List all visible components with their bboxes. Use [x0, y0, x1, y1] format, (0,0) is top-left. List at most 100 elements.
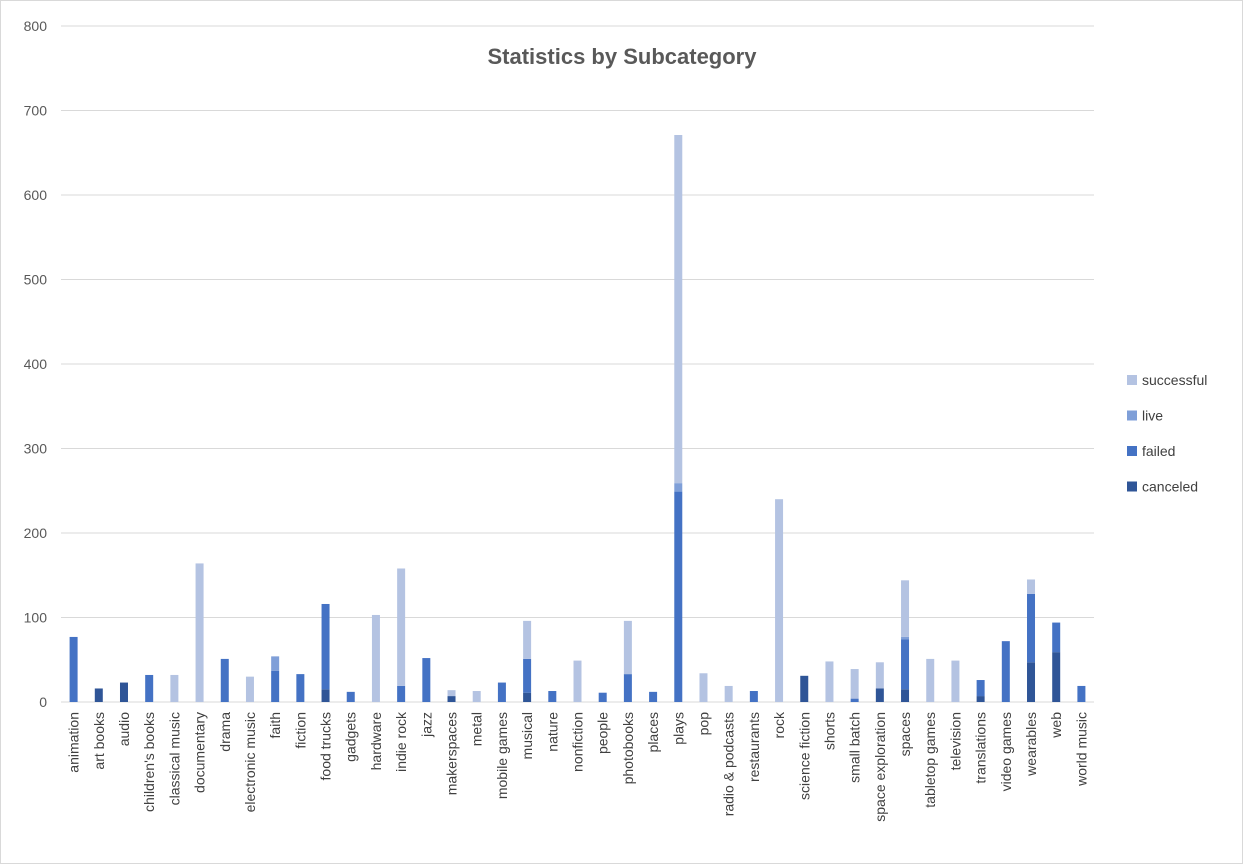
bar-segment — [674, 491, 683, 702]
gridlines: 0 100 200 300 400 500 600 700 800 — [24, 18, 1094, 710]
bar-segment — [598, 692, 607, 702]
x-tick-label: radio & podcasts — [721, 712, 737, 816]
bar-segment — [749, 691, 758, 702]
x-tick-label: faith — [267, 712, 283, 738]
bar-segment — [296, 674, 305, 702]
y-tick-label: 500 — [24, 272, 48, 288]
y-tick-label: 400 — [24, 356, 48, 372]
bar-segment — [321, 603, 330, 690]
x-tick-label: wearables — [1023, 712, 1039, 777]
y-tick-label: 800 — [24, 18, 48, 34]
x-tick-label: electronic music — [242, 712, 258, 812]
x-tick-label: metal — [469, 712, 485, 746]
x-tick-label: hardware — [368, 712, 384, 771]
legend-swatch — [1127, 410, 1137, 421]
x-tick-label: indie rock — [393, 711, 409, 772]
bar-segment — [271, 670, 280, 702]
bar-segment — [850, 669, 859, 699]
y-tick-label: 300 — [24, 441, 48, 457]
x-tick-label: web — [1048, 712, 1064, 739]
bars — [69, 135, 1086, 702]
bar-segment — [699, 673, 708, 702]
x-tick-label: documentary — [192, 712, 208, 793]
bar-segment — [94, 688, 103, 702]
x-tick-label: classical music — [166, 712, 182, 805]
x-tick-label: fiction — [292, 712, 308, 749]
x-tick-label: makerspaces — [444, 712, 460, 795]
bar-segment — [649, 691, 658, 702]
bar-segment — [523, 692, 532, 702]
bar-segment — [976, 696, 985, 702]
bar-segment — [371, 614, 380, 702]
x-tick-label: jazz — [418, 712, 434, 738]
legend-label: canceled — [1142, 479, 1198, 495]
bar-segment — [976, 680, 985, 697]
bar-segment — [548, 691, 557, 702]
bar-segment — [951, 660, 960, 702]
x-tick-label: nature — [544, 712, 560, 752]
x-tick-label: food trucks — [318, 712, 334, 780]
x-tick-label: plays — [670, 712, 686, 745]
x-tick-label: video games — [998, 712, 1014, 791]
x-axis-labels: animation art books audio children's books c… — [66, 711, 1090, 822]
bar-segment — [901, 639, 910, 690]
bar-segment — [1052, 652, 1061, 702]
x-tick-label: children's books — [141, 712, 157, 812]
y-tick-label: 600 — [24, 187, 48, 203]
x-tick-label: shorts — [821, 712, 837, 750]
bar-segment — [447, 696, 456, 702]
x-tick-label: musical — [519, 712, 535, 759]
bar-segment — [623, 620, 632, 675]
bar-segment — [800, 675, 809, 702]
bar-segment — [447, 690, 456, 697]
bar-segment — [245, 676, 254, 702]
bar-segment — [875, 662, 884, 689]
bar-segment — [623, 674, 632, 702]
x-tick-label: small batch — [847, 712, 863, 783]
bar-segment — [195, 563, 204, 702]
x-tick-label: animation — [66, 712, 82, 773]
bar-segment — [397, 685, 406, 702]
bar-segment — [573, 660, 582, 702]
bar-segment — [346, 691, 355, 702]
x-tick-label: pop — [695, 712, 711, 736]
bar-segment — [850, 698, 859, 702]
x-tick-label: restaurants — [746, 712, 762, 782]
bar-segment — [523, 658, 532, 693]
x-tick-label: places — [645, 712, 661, 752]
y-tick-label: 100 — [24, 610, 48, 626]
bar-segment — [1052, 622, 1061, 653]
legend: successful live failed canceled — [1127, 372, 1207, 495]
x-tick-label: science fiction — [796, 712, 812, 800]
bar-segment — [497, 682, 506, 702]
bar-segment — [397, 568, 406, 686]
bar-segment — [875, 688, 884, 702]
x-tick-label: nonfiction — [570, 712, 586, 772]
legend-swatch — [1127, 481, 1137, 492]
legend-swatch — [1127, 375, 1137, 385]
bar-segment — [901, 580, 910, 637]
y-tick-label: 0 — [39, 694, 47, 710]
x-tick-label: people — [595, 712, 611, 754]
chart-title: Statistics by Subcategory — [488, 44, 758, 69]
legend-label: failed — [1142, 443, 1175, 459]
bar-segment — [1027, 593, 1036, 663]
bar-segment — [321, 689, 330, 702]
bar-segment — [523, 620, 532, 659]
x-tick-label: drama — [217, 712, 233, 752]
bar-segment — [724, 685, 733, 702]
bar-segment — [422, 658, 431, 702]
bar-segment — [271, 656, 280, 671]
x-tick-label: mobile games — [494, 712, 510, 799]
bar-segment — [145, 674, 154, 702]
legend-swatch — [1127, 446, 1137, 456]
legend-label: live — [1142, 408, 1163, 424]
bar-segment — [119, 682, 128, 702]
x-tick-label: photobooks — [620, 712, 636, 784]
x-tick-label: tabletop games — [922, 712, 938, 808]
bar-segment — [901, 689, 910, 702]
bar-segment — [170, 674, 179, 702]
x-tick-label: spaces — [897, 712, 913, 756]
